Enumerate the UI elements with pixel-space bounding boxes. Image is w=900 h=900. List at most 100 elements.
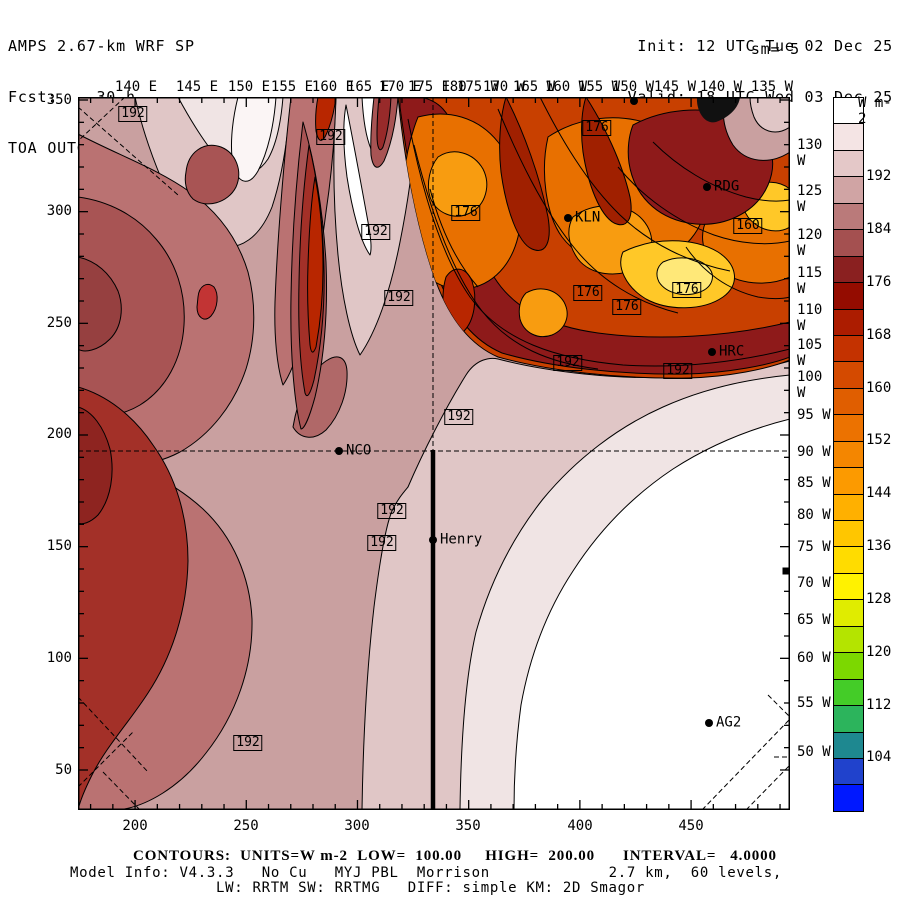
right-longitude-label: 95 W	[797, 407, 831, 423]
left-axis-label: 250	[46, 315, 72, 331]
top-axis-label: 150 E	[227, 79, 271, 95]
right-longitude-label: 120 W	[797, 227, 823, 259]
station-dot	[708, 348, 716, 356]
top-axis-labels: 140 E 145 E 150 E 155 E 160 E 165 E 170 E 175 E…	[0, 79, 900, 95]
left-axis-label: 350	[46, 92, 72, 108]
bottom-axis-label: 450	[678, 818, 704, 834]
contour-label-box: 192	[361, 224, 391, 240]
colorbar-tick-label: 184	[866, 221, 892, 237]
station-dot	[564, 214, 572, 222]
right-longitude-label: 85 W	[797, 475, 831, 491]
right-longitude-label: 55 W	[797, 695, 831, 711]
colorbar-cell	[834, 652, 863, 679]
bottom-axis-labels: 200 250 300 350 400 450	[0, 818, 900, 834]
colorbar	[833, 97, 864, 812]
top-axis-label: 140 E	[114, 79, 158, 95]
colorbar-cell	[834, 176, 863, 203]
contour-field-svg	[78, 97, 790, 810]
right-longitude-label: 75 W	[797, 539, 831, 555]
colorbar-tick-label: 104	[866, 749, 892, 765]
left-axis-label: 50	[55, 762, 72, 778]
right-longitude-label: 90 W	[797, 444, 831, 460]
bottom-axis-label: 350	[455, 818, 481, 834]
model-info-line: Model Info: V4.3.3 No Cu MYJ PBL Morriso…	[70, 865, 783, 881]
colorbar-cell	[834, 202, 863, 230]
colorbar-cell	[834, 784, 863, 811]
station-label: Henry	[440, 531, 483, 548]
colorbar-tick-label: 120	[866, 644, 892, 660]
colorbar-cell	[834, 625, 863, 653]
colorbar-cell	[834, 546, 863, 573]
physics-info-line: LW: RRTM SW: RRTMG DIFF: simple KM: 2D S…	[216, 880, 646, 896]
colorbar-cell	[834, 572, 863, 600]
colorbar-tick-labels: 192 184 176 168 160 152 144 136 128 120 112 104	[866, 0, 900, 900]
top-axis-label: 155 E	[270, 79, 314, 95]
colorbar-cell	[834, 308, 863, 335]
colorbar-tick-label: 192	[866, 168, 892, 184]
right-longitude-label: 115 W	[797, 265, 823, 297]
colorbar-cell	[834, 361, 863, 388]
bottom-axis-label: 250	[233, 818, 259, 834]
top-axis-label: 175 W	[456, 79, 500, 95]
colorbar-tick-label: 168	[866, 327, 892, 343]
station-label: AG2	[716, 714, 742, 731]
contour-label-box: 192	[663, 363, 693, 379]
station-dot	[429, 536, 437, 544]
map-overlay: KLN RDG HRC NCO Henry AG2 192 192 176 176 160 192 19…	[78, 97, 790, 810]
colorbar-tick-label: 144	[866, 485, 892, 501]
right-longitude-label: 65 W	[797, 612, 831, 628]
model-title: AMPS 2.67-km WRF SP	[8, 37, 195, 55]
plot-frame	[78, 97, 790, 810]
smoothing-label: sm= 5	[750, 40, 800, 58]
right-axis-labels: 130 W 125 W 120 W 115 W 110 W 105 W 100 W 95 W 9…	[797, 0, 837, 900]
colorbar-cell	[834, 149, 863, 177]
station-dot	[705, 719, 713, 727]
colorbar-cell	[834, 520, 863, 547]
top-axis-label: 170 E	[378, 79, 422, 95]
colorbar-tick-label: 128	[866, 591, 892, 607]
filled-contours	[78, 97, 790, 810]
left-axis-label: 150	[46, 538, 72, 554]
colorbar-tick-label: 136	[866, 538, 892, 554]
colorbar-cell	[834, 387, 863, 415]
colorbar-tick-label: 152	[866, 432, 892, 448]
contour-label-box: 192	[316, 129, 346, 145]
colorbar-cell	[834, 678, 863, 706]
contour-label-box: 176	[573, 285, 603, 301]
right-longitude-label: 110 W	[797, 302, 823, 334]
contour-label-box: 192	[367, 535, 397, 551]
contour-label-box: 176	[612, 299, 642, 315]
colorbar-tick-label: 160	[866, 380, 892, 396]
contour-squiggles	[407, 97, 790, 370]
colorbar-units-label: W m-2	[858, 95, 892, 127]
colorbar-cell	[834, 705, 863, 732]
station-label: KLN	[575, 209, 601, 226]
colorbar-cell	[834, 731, 863, 758]
right-longitude-label: 130 W	[797, 137, 823, 169]
bottom-axis-label: 300	[344, 818, 370, 834]
top-axis-label: 135 W	[750, 79, 794, 95]
left-axis-label: 300	[46, 203, 72, 219]
colorbar-cell	[834, 282, 863, 309]
top-axis-label: 180	[441, 79, 467, 95]
right-longitude-label: 70 W	[797, 575, 831, 591]
colorbar-cell	[834, 229, 863, 256]
right-longitude-label: 50 W	[797, 744, 831, 760]
contour-label-box: 192	[233, 735, 263, 751]
bottom-axis-label: 400	[567, 818, 593, 834]
station-label: RDG	[714, 178, 740, 195]
top-axis-label: 145 W	[653, 79, 697, 95]
contour-label-box: 192	[377, 503, 407, 519]
colorbar-cell	[834, 467, 863, 494]
left-axis-label: 100	[46, 650, 72, 666]
top-axis-label: 150 W	[611, 79, 655, 95]
top-axis-label: 160 E	[311, 79, 355, 95]
right-longitude-label: 60 W	[797, 650, 831, 666]
top-axis-label: 160 W	[544, 79, 588, 95]
contour-label-box: 176	[672, 282, 702, 298]
map-marker-dot	[630, 97, 638, 105]
right-longitude-label: 80 W	[797, 507, 831, 523]
top-axis-label: 145 E	[175, 79, 219, 95]
contour-map: KLN RDG HRC NCO Henry AG2 192 192 176 176 160 192 19…	[78, 97, 790, 810]
